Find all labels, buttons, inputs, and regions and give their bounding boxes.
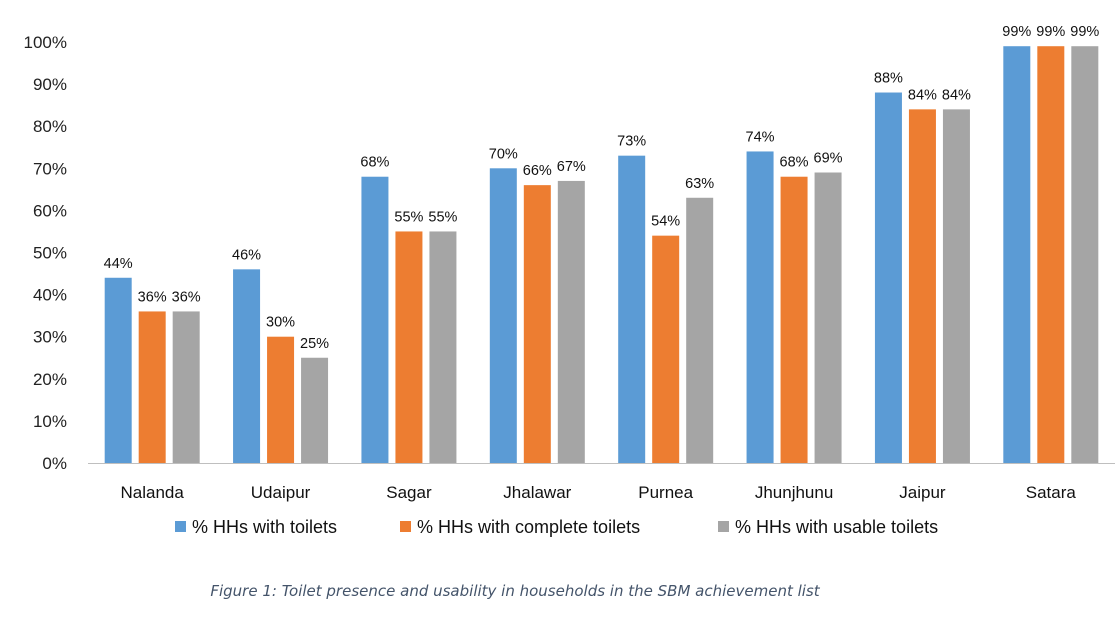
- data-label: 84%: [942, 87, 971, 103]
- data-label: 99%: [1036, 24, 1065, 40]
- bar: [361, 176, 389, 463]
- data-label: 74%: [746, 129, 775, 145]
- y-tick-label: 40%: [33, 286, 67, 305]
- data-label: 66%: [523, 163, 552, 179]
- y-axis: 0% 10% 20% 30% 40% 50% 60% 70% 80% 90% 100%: [24, 33, 67, 473]
- x-tick-label: Jhunjhunu: [755, 483, 833, 502]
- bar: [746, 151, 774, 463]
- bar: [233, 269, 261, 463]
- y-tick-label: 20%: [33, 370, 67, 389]
- bar: [1003, 46, 1031, 464]
- bar: [1071, 46, 1099, 464]
- data-label: 46%: [232, 247, 261, 263]
- y-tick-label: 10%: [33, 412, 67, 431]
- data-label: 54%: [651, 214, 680, 230]
- data-label: 44%: [104, 256, 133, 272]
- data-label: 70%: [489, 146, 518, 162]
- data-label: 68%: [780, 155, 809, 171]
- data-label: 63%: [685, 176, 714, 192]
- bar: [780, 176, 808, 463]
- data-label: 36%: [138, 289, 167, 305]
- bar: [489, 168, 517, 464]
- y-tick-label: 80%: [33, 117, 67, 136]
- bar: [172, 311, 200, 463]
- x-tick-label: Jhalawar: [503, 483, 571, 502]
- bar: [267, 336, 295, 463]
- x-tick-label: Purnea: [638, 483, 693, 502]
- legend-swatch: [718, 521, 729, 532]
- data-label: 67%: [557, 159, 586, 175]
- bar: [1037, 46, 1065, 464]
- y-tick-label: 70%: [33, 159, 67, 178]
- y-tick-label: 100%: [24, 33, 67, 52]
- data-label: 55%: [428, 209, 457, 225]
- bar: [395, 231, 423, 463]
- data-label: 30%: [266, 315, 295, 331]
- x-tick-label: Satara: [1026, 483, 1077, 502]
- data-label: 69%: [814, 151, 843, 167]
- bar: [523, 185, 551, 463]
- data-label: 84%: [908, 87, 937, 103]
- bar: [686, 197, 714, 463]
- bar: [138, 311, 166, 463]
- bar-chart: 0% 10% 20% 30% 40% 50% 60% 70% 80% 90% 100% 44% 36%…: [24, 24, 1115, 537]
- legend-label: % HHs with complete toilets: [417, 517, 640, 537]
- bars: [104, 46, 1099, 464]
- x-axis: Nalanda Udaipur Sagar Jhalawar Purnea Jhunjhu…: [121, 483, 1077, 502]
- legend-swatch: [400, 521, 411, 532]
- data-label: 55%: [394, 209, 423, 225]
- y-tick-label: 50%: [33, 244, 67, 263]
- bar: [814, 172, 842, 463]
- legend-label: % HHs with toilets: [192, 517, 337, 537]
- data-label: 36%: [172, 289, 201, 305]
- legend-label: % HHs with usable toilets: [735, 517, 938, 537]
- bar: [301, 357, 329, 463]
- x-tick-label: Nalanda: [121, 483, 185, 502]
- y-tick-label: 30%: [33, 328, 67, 347]
- bar: [908, 109, 936, 464]
- bar: [942, 109, 970, 464]
- legend-swatch: [175, 521, 186, 532]
- data-labels: 44% 36% 36% 46% 30% 25% 68% 55% 55% 70% 66% 67% 73% 5…: [104, 24, 1100, 352]
- y-tick-label: 90%: [33, 75, 67, 94]
- bar: [104, 277, 132, 463]
- x-tick-label: Jaipur: [899, 483, 946, 502]
- bar: [874, 92, 902, 464]
- bar: [557, 180, 585, 463]
- y-tick-label: 0%: [42, 454, 67, 473]
- data-label: 68%: [360, 155, 389, 171]
- bar: [652, 235, 680, 463]
- data-label: 88%: [874, 71, 903, 87]
- data-label: 99%: [1070, 24, 1099, 40]
- bar: [618, 155, 646, 464]
- data-label: 25%: [300, 336, 329, 352]
- y-tick-label: 60%: [33, 201, 67, 220]
- legend: % HHs with toilets % HHs with complete to…: [175, 517, 938, 537]
- figure-caption: Figure 1: Toilet presence and usability …: [210, 582, 820, 600]
- data-label: 73%: [617, 134, 646, 150]
- bar: [429, 231, 457, 463]
- data-label: 99%: [1002, 24, 1031, 40]
- x-tick-label: Sagar: [386, 483, 432, 502]
- x-tick-label: Udaipur: [251, 483, 311, 502]
